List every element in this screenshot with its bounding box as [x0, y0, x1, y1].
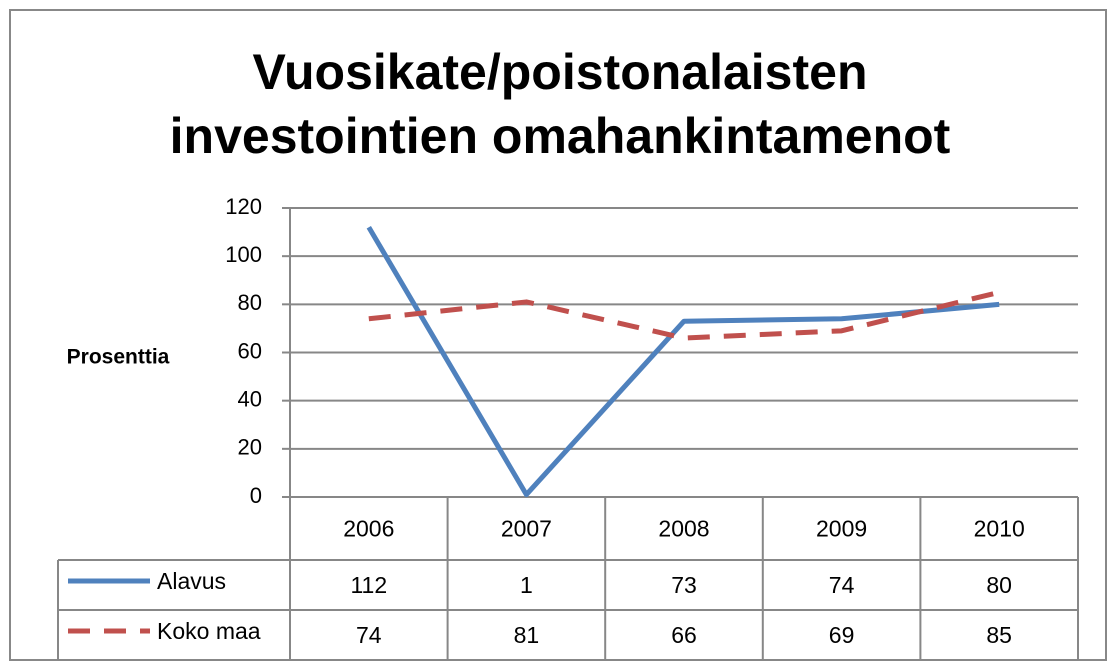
table-value: 85 — [986, 622, 1012, 648]
series-line — [366, 225, 1000, 498]
y-tick-label: 40 — [238, 386, 262, 411]
y-tick-label: 0 — [250, 483, 262, 508]
x-tick-label: 2006 — [343, 516, 394, 542]
table-value: 74 — [356, 622, 382, 648]
chart-title: investointien omahankintamenot — [170, 108, 951, 164]
x-tick-label: 2010 — [974, 516, 1025, 542]
y-tick-label: 60 — [238, 338, 262, 363]
table-value: 1 — [520, 572, 533, 598]
table-value: 81 — [514, 622, 540, 648]
table-value: 66 — [671, 622, 697, 648]
y-tick-label: 100 — [225, 242, 262, 267]
table-value: 74 — [829, 572, 855, 598]
table-value: 112 — [350, 572, 387, 598]
chart-title: Vuosikate/poistonalaisten — [253, 44, 868, 100]
table-value: 80 — [986, 572, 1012, 598]
x-tick-label: 2007 — [501, 516, 552, 542]
chart-border — [9, 9, 1107, 661]
x-tick-label: 2009 — [816, 516, 867, 542]
x-tick-label: 2008 — [658, 516, 709, 542]
legend-label: Alavus — [157, 568, 226, 594]
y-tick-label: 120 — [225, 194, 262, 219]
table-value: 73 — [671, 572, 697, 598]
y-tick-label: 80 — [238, 290, 262, 315]
legend-label: Koko maa — [157, 618, 261, 644]
table-value: 69 — [829, 622, 855, 648]
y-tick-label: 20 — [238, 435, 262, 460]
y-axis-label: Prosenttia — [67, 346, 170, 369]
